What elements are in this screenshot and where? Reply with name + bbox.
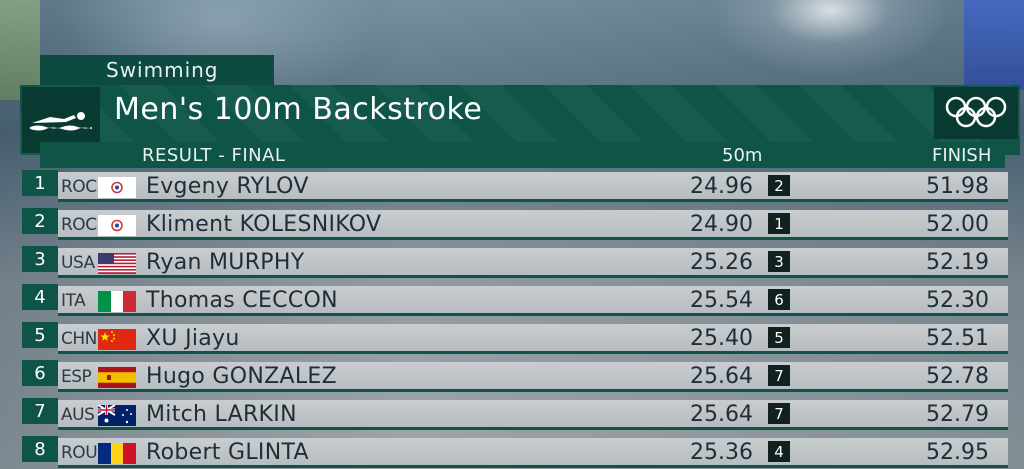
split-position: 1 (768, 213, 790, 234)
athlete-name: Thomas CECCON (146, 288, 338, 313)
athlete-name: Mitch LARKIN (146, 402, 297, 427)
result-row: 6 ESP Hugo GONZALEZ 25.64 7 52.78 (22, 360, 1008, 392)
result-row: 1 ROC Evgeny RYLOV 24.96 2 51.98 (22, 170, 1008, 202)
noc-code: ITA (61, 291, 86, 311)
row-body: ESP Hugo GONZALEZ 25.64 7 52.78 (58, 362, 1008, 392)
finish-time: 51.98 (926, 174, 989, 199)
noc-code: AUS (61, 405, 95, 425)
split-position: 6 (768, 289, 790, 310)
athlete-name: Robert GLINTA (146, 440, 309, 465)
rank: 5 (22, 322, 58, 348)
athlete-name: Evgeny RYLOV (146, 174, 309, 199)
split-time: 25.40 (690, 326, 753, 351)
rank: 3 (22, 246, 58, 272)
swimmer-icon (30, 112, 92, 131)
athlete-name: XU Jiayu (146, 326, 240, 351)
noc-code: ROU (61, 443, 98, 463)
row-body: ROU Robert GLINTA 25.36 4 52.95 (58, 438, 1008, 468)
event-title: Men's 100m Backstroke (114, 92, 483, 127)
split-position: 5 (768, 327, 790, 348)
result-row: 2 ROC Kliment KOLESNIKOV 24.90 1 52.00 (22, 208, 1008, 240)
result-row: 4 ITA Thomas CECCON 25.54 6 52.30 (22, 284, 1008, 316)
finish-time: 52.30 (926, 288, 989, 313)
athlete-name: Hugo GONZALEZ (146, 364, 337, 389)
background-foliage (0, 0, 40, 100)
row-body: ROC Evgeny RYLOV 24.96 2 51.98 (58, 172, 1008, 202)
olympic-rings-box (934, 87, 1018, 139)
finish-time: 52.95 (926, 440, 989, 465)
roc-flag-icon (98, 215, 136, 236)
rank: 7 (22, 398, 58, 424)
noc-code: USA (61, 253, 95, 273)
sport-label: Swimming (40, 55, 274, 85)
result-row: 7 AUS Mitch LARKIN 25.64 7 52.79 (22, 398, 1008, 430)
finish-time: 52.79 (926, 402, 989, 427)
olympic-rings-icon (945, 96, 1007, 128)
aus-flag-icon (98, 405, 136, 426)
noc-code: CHN (61, 329, 97, 349)
usa-flag-icon (98, 253, 136, 274)
row-body: CHN XU Jiayu 25.40 5 52.51 (58, 324, 1008, 354)
split-position: 7 (768, 403, 790, 424)
esp-flag-icon (98, 367, 136, 388)
split-time: 25.64 (690, 364, 753, 389)
roc-flag-icon (98, 177, 136, 198)
result-row: 3 USA Ryan MURPHY 25.26 3 52.19 (22, 246, 1008, 278)
rank: 1 (22, 170, 58, 196)
finish-time: 52.00 (926, 212, 989, 237)
split-time: 25.64 (690, 402, 753, 427)
noc-code: ESP (61, 367, 92, 387)
split-position: 7 (768, 365, 790, 386)
split-time: 25.26 (690, 250, 753, 275)
finish-time: 52.78 (926, 364, 989, 389)
finish-time: 52.19 (926, 250, 989, 275)
athlete-name: Kliment KOLESNIKOV (146, 212, 382, 237)
athlete-name: Ryan MURPHY (146, 250, 305, 275)
rou-flag-icon (98, 443, 136, 464)
split-time: 25.36 (690, 440, 753, 465)
results-header: RESULT - FINAL 50m FINISH (40, 142, 1005, 168)
split-time: 24.90 (690, 212, 753, 237)
noc-code: ROC (61, 177, 97, 197)
background-stands (964, 0, 1024, 90)
result-row: 5 CHN XU Jiayu 25.40 5 52.51 (22, 322, 1008, 354)
split-time: 24.96 (690, 174, 753, 199)
chn-flag-icon (98, 329, 136, 350)
rank: 6 (22, 360, 58, 386)
split-time: 25.54 (690, 288, 753, 313)
row-body: ROC Kliment KOLESNIKOV 24.90 1 52.00 (58, 210, 1008, 240)
noc-code: ROC (61, 215, 97, 235)
split-position: 4 (768, 441, 790, 462)
result-label: RESULT - FINAL (142, 145, 286, 166)
finish-label: FINISH (932, 145, 992, 166)
row-body: ITA Thomas CECCON 25.54 6 52.30 (58, 286, 1008, 316)
row-body: USA Ryan MURPHY 25.26 3 52.19 (58, 248, 1008, 278)
result-row: 8 ROU Robert GLINTA 25.36 4 52.95 (22, 436, 1008, 468)
ita-flag-icon (98, 291, 136, 312)
rank: 8 (22, 436, 58, 462)
split-position: 3 (768, 251, 790, 272)
split-label: 50m (722, 145, 763, 166)
finish-time: 52.51 (926, 326, 989, 351)
rank: 2 (22, 208, 58, 234)
split-position: 2 (768, 175, 790, 196)
row-body: AUS Mitch LARKIN 25.64 7 52.79 (58, 400, 1008, 430)
rank: 4 (22, 284, 58, 310)
